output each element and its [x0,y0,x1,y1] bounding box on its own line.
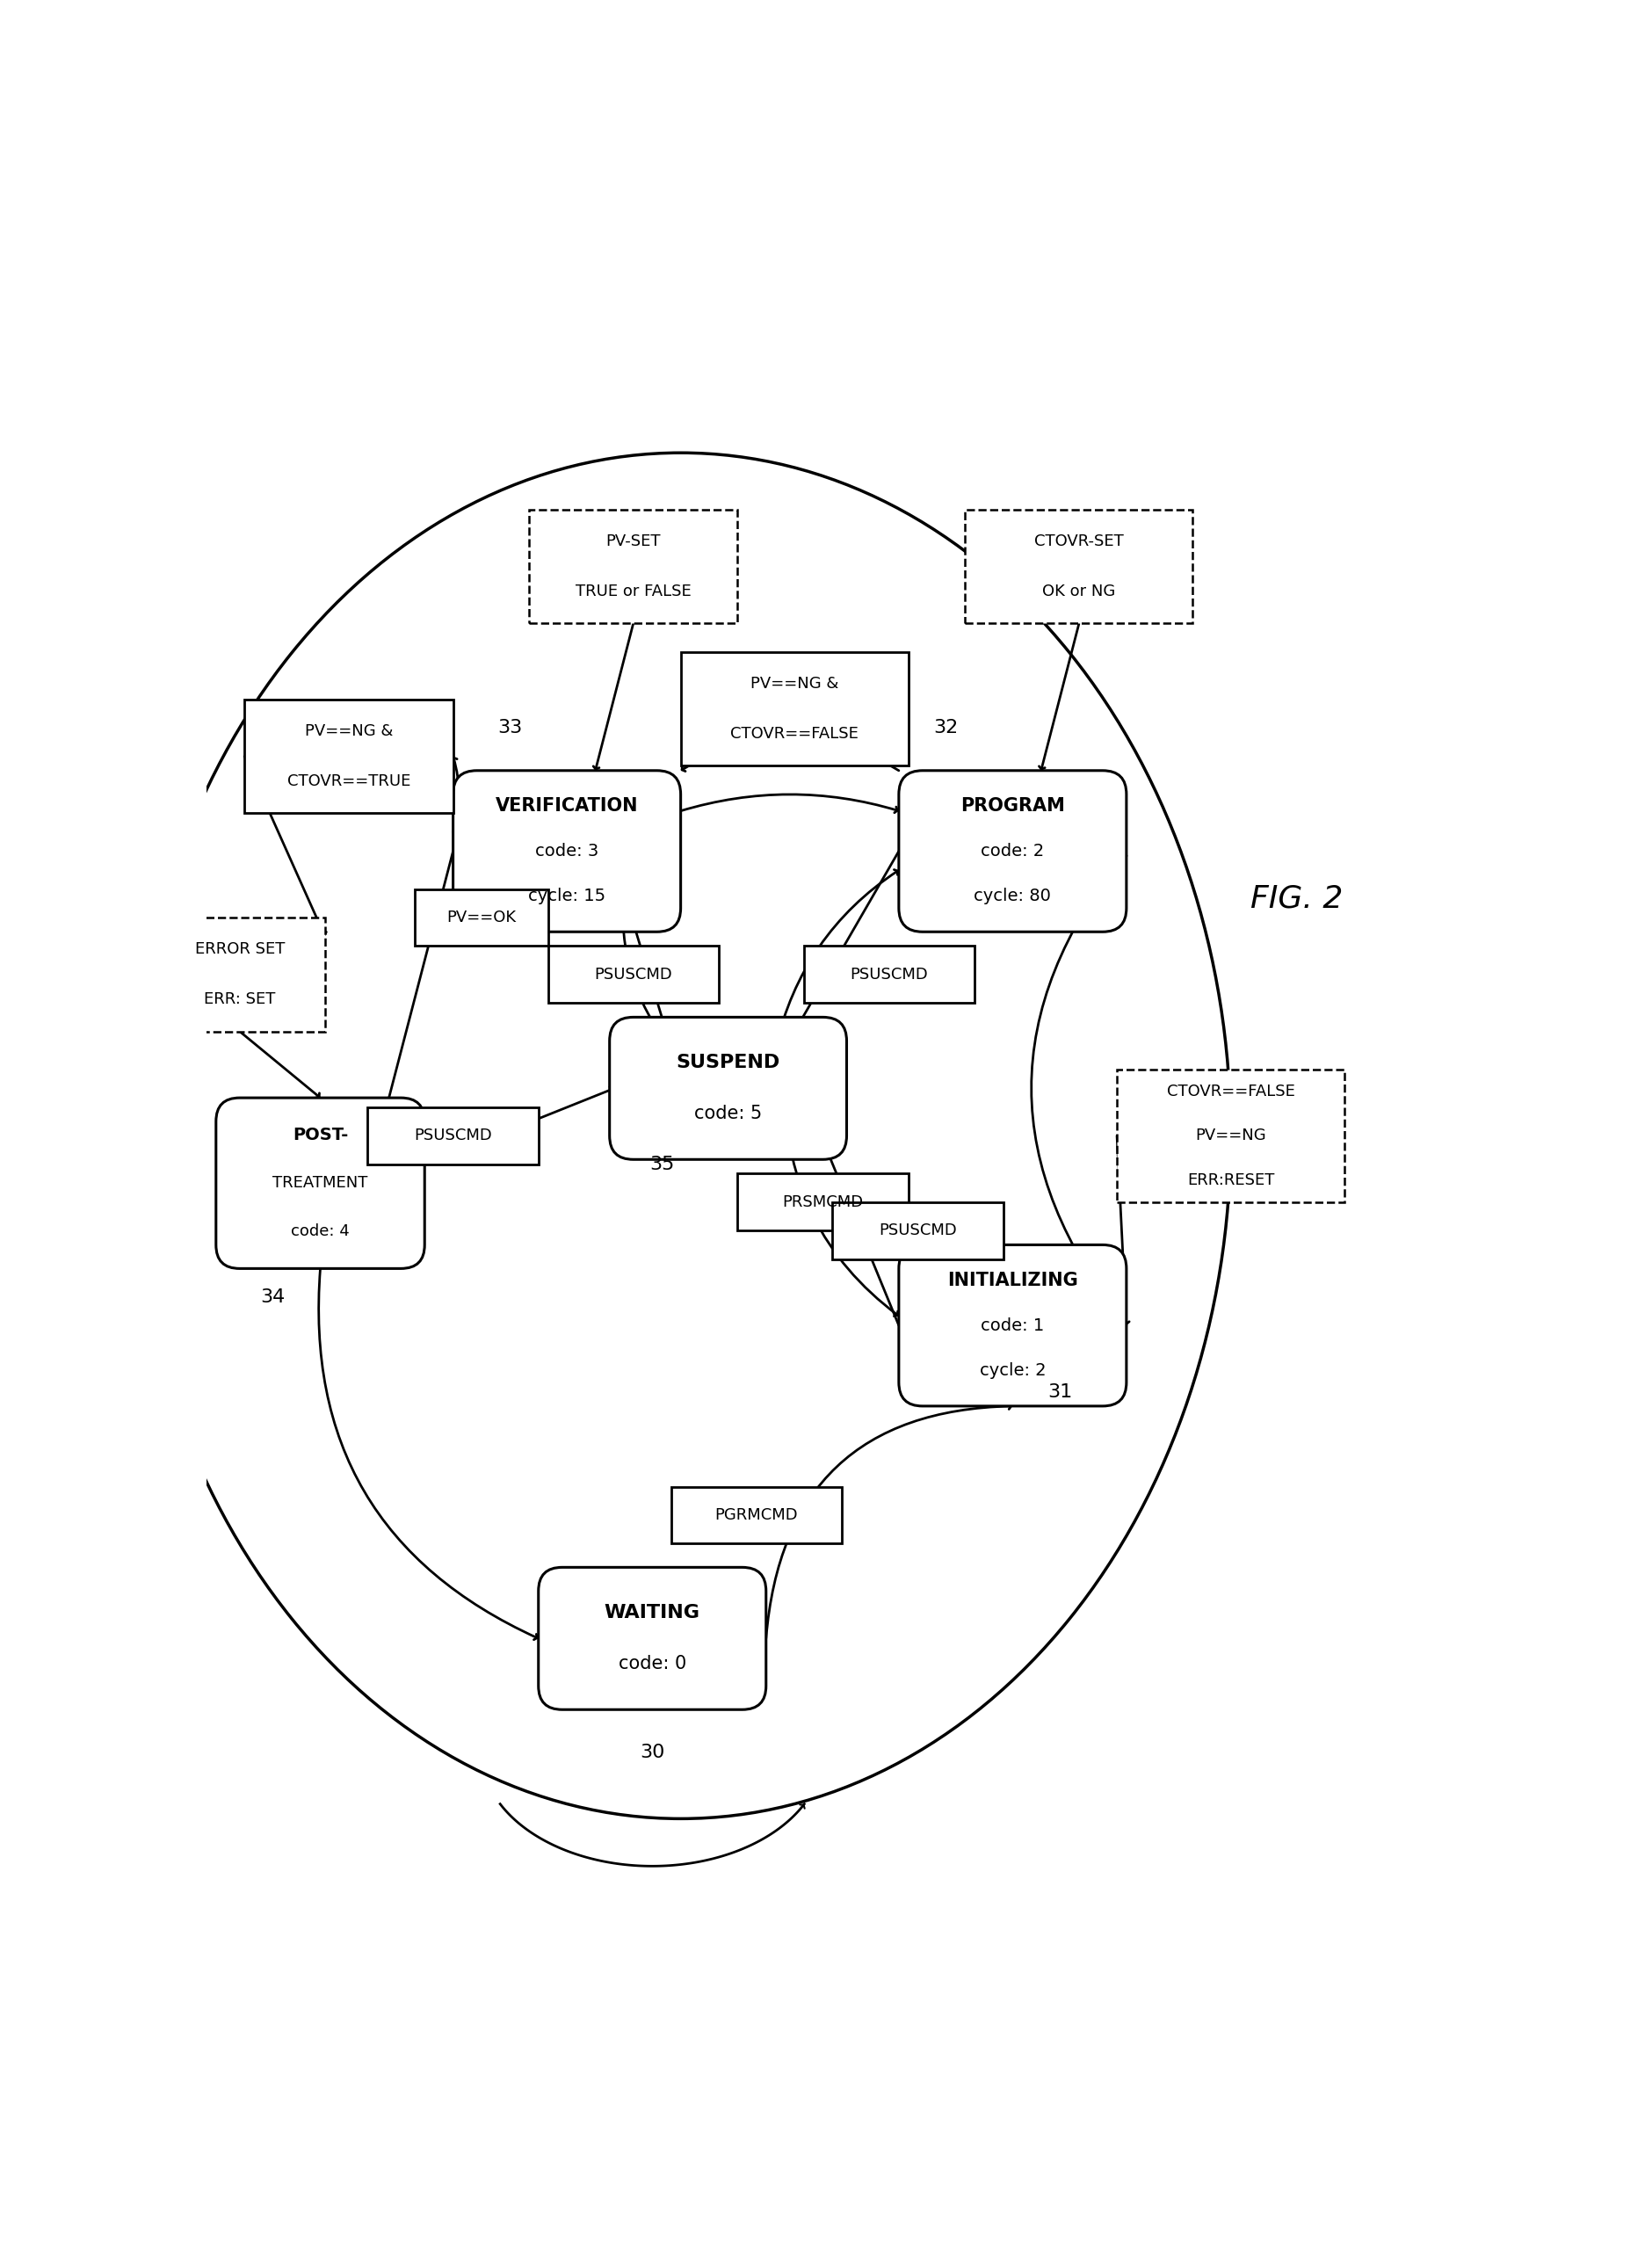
Text: code: 2: code: 2 [981,843,1044,859]
Text: PSUSCMD: PSUSCMD [879,1223,957,1239]
Text: PV==NG &: PV==NG & [304,724,393,740]
FancyBboxPatch shape [154,918,325,1032]
Text: ERR:RESET: ERR:RESET [1188,1172,1274,1187]
Text: 34: 34 [261,1289,286,1307]
Text: PRSMCMD: PRSMCMD [783,1194,864,1210]
Text: 31: 31 [1047,1383,1072,1401]
Text: 32: 32 [933,720,958,738]
FancyBboxPatch shape [833,1203,1003,1259]
Text: cycle: 2: cycle: 2 [980,1363,1046,1379]
Text: code: 0: code: 0 [618,1655,686,1673]
Text: PSUSCMD: PSUSCMD [851,967,928,983]
Text: CTOVR==FALSE: CTOVR==FALSE [1166,1084,1295,1100]
Text: TREATMENT: TREATMENT [273,1176,368,1192]
FancyBboxPatch shape [1117,1068,1345,1203]
Text: PGRMCMD: PGRMCMD [715,1507,798,1523]
Text: PV==NG: PV==NG [1196,1127,1265,1145]
Text: POST-: POST- [292,1127,349,1145]
Text: TRUE or FALSE: TRUE or FALSE [575,585,691,600]
FancyBboxPatch shape [610,1017,846,1160]
FancyBboxPatch shape [368,1107,539,1165]
Text: OK or NG: OK or NG [1042,585,1115,600]
FancyBboxPatch shape [415,888,548,947]
FancyBboxPatch shape [548,947,719,1003]
Text: CTOVR-SET: CTOVR-SET [1034,533,1123,549]
Text: WAITING: WAITING [605,1604,700,1622]
Text: 35: 35 [649,1156,674,1174]
FancyBboxPatch shape [737,1174,909,1230]
Text: VERIFICATION: VERIFICATION [496,796,638,814]
Text: code: 4: code: 4 [291,1223,350,1239]
FancyBboxPatch shape [539,1568,767,1709]
Text: 33: 33 [497,720,522,738]
Text: ERROR SET: ERROR SET [195,942,284,958]
Text: PV==OK: PV==OK [446,909,517,927]
Text: ERR: SET: ERR: SET [203,992,276,1008]
FancyBboxPatch shape [805,947,975,1003]
Text: cycle: 80: cycle: 80 [975,888,1051,904]
FancyBboxPatch shape [965,511,1193,623]
Text: PV==NG &: PV==NG & [750,677,839,693]
FancyBboxPatch shape [899,1246,1127,1406]
FancyBboxPatch shape [244,699,453,814]
Text: CTOVR==TRUE: CTOVR==TRUE [287,774,410,789]
Text: PSUSCMD: PSUSCMD [415,1127,492,1145]
Text: cycle: 15: cycle: 15 [529,888,606,904]
FancyBboxPatch shape [899,771,1127,931]
Text: FIG. 2: FIG. 2 [1251,884,1343,913]
Text: INITIALIZING: INITIALIZING [947,1271,1079,1289]
Text: PROGRAM: PROGRAM [960,796,1066,814]
Text: code: 5: code: 5 [694,1104,762,1122]
Text: code: 3: code: 3 [535,843,598,859]
FancyBboxPatch shape [216,1098,425,1268]
Text: code: 1: code: 1 [981,1318,1044,1334]
FancyBboxPatch shape [529,511,737,623]
FancyBboxPatch shape [671,1487,843,1543]
Text: SUSPEND: SUSPEND [676,1055,780,1071]
Text: PV-SET: PV-SET [606,533,661,549]
Text: 30: 30 [639,1743,664,1761]
Text: PSUSCMD: PSUSCMD [595,967,672,983]
FancyBboxPatch shape [453,771,681,931]
FancyBboxPatch shape [681,652,909,767]
Text: CTOVR==FALSE: CTOVR==FALSE [730,726,859,742]
